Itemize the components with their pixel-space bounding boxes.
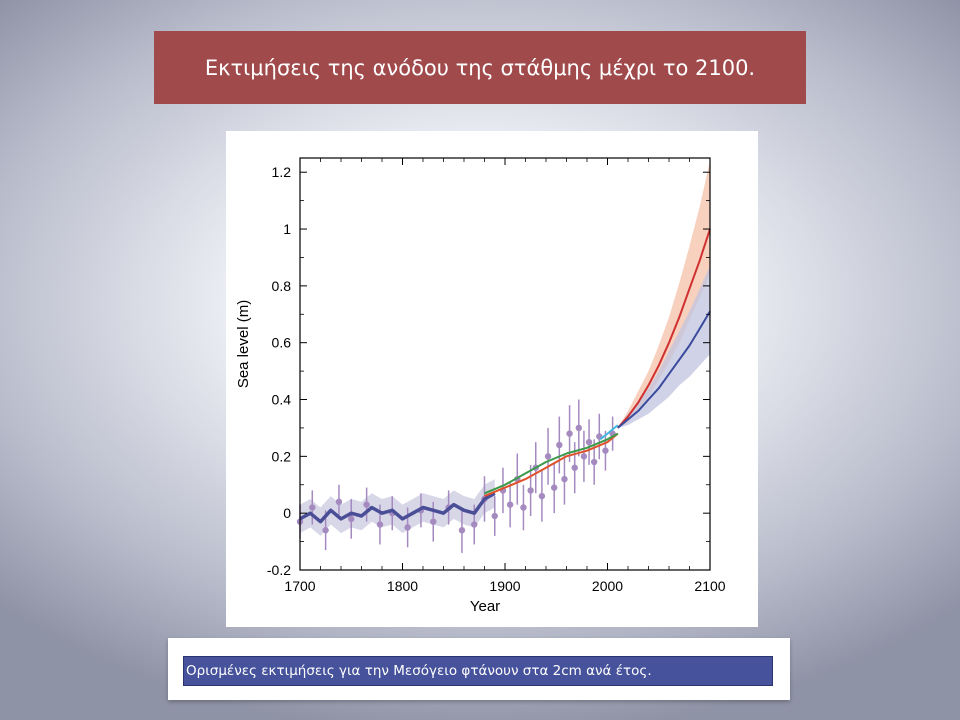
- y-tick-label: 1.2: [272, 164, 292, 180]
- series-lines: [299, 228, 711, 524]
- y-tick-label: 0.8: [272, 278, 292, 294]
- projection-high-line: [617, 228, 711, 429]
- reconstruction-band: [300, 479, 495, 536]
- tide-gauge-1-line: [484, 432, 619, 498]
- caption-frame: Ορισμένες εκτιμήσεις για την Μεσόγειο φτ…: [168, 638, 790, 700]
- axes: -0.2 0 0.2 0.4 0.6 0.8 1 1.2 1700 1800 1900 2000 210…: [267, 157, 726, 594]
- proxy-point: [551, 484, 558, 491]
- sea-level-chart: -0.2 0 0.2 0.4 0.6 0.8 1 1.2 1700 1800 1900 2000 210…: [235, 157, 726, 615]
- proxy-point: [585, 438, 593, 446]
- projection-high-band: [617, 160, 710, 428]
- tide-gauge-2-line: [484, 432, 619, 495]
- proxy-point: [335, 498, 343, 506]
- proxy-point: [544, 453, 552, 460]
- x-axis-label: Year: [470, 598, 500, 615]
- proxy-point: [561, 475, 568, 483]
- x-tick-label: 1700: [284, 578, 315, 594]
- proxy-point: [471, 521, 478, 528]
- caption-bar: Ορισμένες εκτιμήσεις για την Μεσόγειο φτ…: [183, 656, 773, 686]
- x-tick-label: 1900: [489, 578, 520, 594]
- proxy-point: [506, 501, 514, 508]
- proxy-point: [527, 487, 534, 494]
- x-tick-label: 2000: [592, 578, 623, 594]
- y-tick-label: 1: [283, 221, 291, 237]
- y-tick-label: 0: [283, 505, 291, 521]
- y-tick-label: 0.6: [272, 335, 292, 351]
- proxy-point: [571, 464, 578, 471]
- proxy-point: [458, 527, 466, 534]
- y-tick-label: 0.4: [272, 392, 292, 408]
- proxy-point: [602, 447, 609, 454]
- satellite-line: [599, 424, 619, 441]
- proxy-point: [363, 501, 370, 508]
- proxy-point: [348, 515, 355, 523]
- proxy-point: [566, 430, 573, 437]
- uncertainty-bands: [300, 160, 710, 536]
- x-tick-label: 1800: [387, 578, 418, 594]
- reconstruction-line: [299, 491, 496, 524]
- proxy-point: [376, 521, 384, 528]
- projection-low-band: [617, 266, 710, 428]
- proxy-point: [520, 504, 527, 511]
- proxy-point: [404, 524, 411, 531]
- x-tick-label: 2100: [694, 578, 725, 594]
- slide-title: Εκτιμήσεις της ανόδου της στάθμης μέχρι …: [154, 31, 806, 104]
- proxy-point: [538, 492, 546, 500]
- proxy-point: [309, 504, 316, 511]
- proxy-point: [575, 424, 582, 432]
- proxy-point: [580, 453, 588, 460]
- sea-level-chart-panel: -0.2 0 0.2 0.4 0.6 0.8 1 1.2 1700 1800 1900 2000 210…: [226, 131, 758, 627]
- y-tick-label: -0.2: [267, 562, 291, 578]
- proxy-point: [590, 458, 598, 466]
- proxy-point: [322, 527, 329, 534]
- projection-low-line: [617, 310, 711, 429]
- y-tick-label: 0.2: [272, 448, 292, 464]
- proxy-point: [491, 512, 498, 520]
- slide-title-text: Εκτιμήσεις της ανόδου της στάθμης μέχρι …: [204, 55, 756, 80]
- proxy-point: [430, 518, 437, 525]
- proxy-point: [556, 441, 563, 449]
- y-axis-label: Sea level (m): [235, 300, 252, 388]
- caption-text: Ορισμένες εκτιμήσεις για την Μεσόγειο φτ…: [186, 663, 652, 679]
